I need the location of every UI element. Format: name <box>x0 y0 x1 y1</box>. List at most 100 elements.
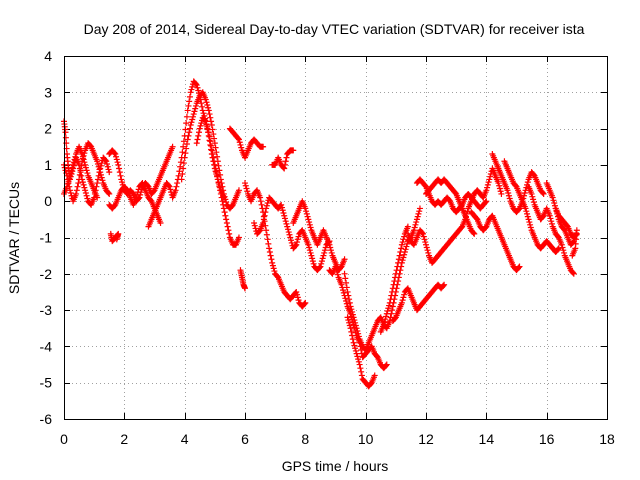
data-point-marker <box>66 175 73 182</box>
data-point-marker <box>181 154 188 161</box>
data-point-marker <box>94 194 101 201</box>
data-point-marker <box>353 325 360 332</box>
data-point-marker <box>62 167 69 174</box>
data-point-marker <box>530 199 537 206</box>
data-point-marker <box>342 295 349 302</box>
data-point-marker <box>398 259 405 266</box>
data-point-marker <box>553 208 560 215</box>
data-point-marker <box>288 239 295 246</box>
data-point-marker <box>523 208 530 215</box>
data-point-marker <box>309 258 316 265</box>
data-point-marker <box>284 226 291 233</box>
data-point-marker <box>527 224 534 231</box>
data-point-marker <box>157 219 164 226</box>
data-point-marker <box>112 151 119 158</box>
data-point-marker <box>343 284 350 291</box>
data-point-marker <box>282 218 289 225</box>
data-point-marker <box>114 159 121 166</box>
data-point-marker <box>76 171 83 178</box>
data-point-marker <box>113 153 120 160</box>
data-point-marker <box>205 104 212 111</box>
data-point-marker <box>220 205 227 212</box>
data-point-marker <box>483 187 490 194</box>
data-point-marker <box>295 233 302 240</box>
data-point-marker <box>525 216 532 223</box>
data-point-marker <box>392 288 399 295</box>
data-point-marker <box>395 274 402 281</box>
data-point-marker <box>551 200 558 207</box>
data-point-marker <box>401 233 408 240</box>
data-point-marker <box>321 249 328 256</box>
x-tick-label: 8 <box>301 431 309 447</box>
data-point-marker <box>62 129 69 136</box>
data-point-marker <box>306 219 313 226</box>
data-point-marker <box>382 316 389 323</box>
y-tick-label: 4 <box>44 48 52 64</box>
data-point-marker <box>422 239 429 246</box>
data-point-marker <box>522 205 529 212</box>
data-point-marker <box>346 296 353 303</box>
series-arc-24 <box>468 209 523 274</box>
data-point-marker <box>282 158 289 165</box>
data-point-marker <box>266 249 273 256</box>
data-point-marker <box>257 198 264 205</box>
data-point-marker <box>352 322 359 329</box>
data-point-marker <box>199 103 206 110</box>
data-point-marker <box>192 81 199 88</box>
data-point-marker <box>352 347 359 354</box>
data-point-marker <box>83 192 90 199</box>
data-point-marker <box>346 322 353 329</box>
data-point-marker <box>192 105 199 112</box>
data-point-marker <box>104 163 111 170</box>
data-point-marker <box>420 233 427 240</box>
x-tick-label: 2 <box>120 431 128 447</box>
data-point-marker <box>404 223 411 230</box>
data-point-marker <box>483 198 490 205</box>
series-arc-13 <box>251 194 333 274</box>
data-point-marker <box>402 246 409 253</box>
data-point-marker <box>189 116 196 123</box>
data-point-marker <box>326 241 333 248</box>
data-point-marker <box>269 262 276 269</box>
data-point-marker <box>75 180 82 187</box>
data-point-marker <box>94 160 101 167</box>
data-point-marker <box>265 240 272 247</box>
data-point-marker <box>210 154 217 161</box>
x-tick-labels: 0 2 4 6 8 10 12 14 16 18 <box>60 431 615 447</box>
data-point-marker <box>172 187 179 194</box>
data-point-marker <box>98 174 105 181</box>
data-point-marker <box>179 170 186 177</box>
data-point-marker <box>260 219 267 226</box>
data-point-marker <box>285 229 292 236</box>
data-point-marker <box>470 229 477 236</box>
data-point-marker <box>204 102 211 109</box>
data-point-marker <box>83 167 90 174</box>
data-point-marker <box>178 176 185 183</box>
x-tick-label: 6 <box>241 431 249 447</box>
data-point-marker <box>179 149 186 156</box>
data-point-marker <box>196 125 203 132</box>
series-arc-19 <box>377 205 423 335</box>
data-point-marker <box>79 153 86 160</box>
data-point-marker <box>355 333 362 340</box>
data-point-marker <box>400 236 407 243</box>
data-point-marker <box>242 285 248 292</box>
y-tick-label: 3 <box>44 84 52 100</box>
data-point-marker <box>235 187 242 194</box>
data-point-marker <box>496 182 503 189</box>
data-point-marker <box>208 142 215 149</box>
data-point-marker <box>195 129 202 136</box>
data-point-marker <box>334 268 341 275</box>
data-point-marker <box>464 208 471 215</box>
data-point-marker <box>346 299 353 306</box>
data-point-marker <box>169 143 176 150</box>
data-point-marker <box>399 257 406 264</box>
data-point-marker <box>225 227 232 234</box>
data-point-marker <box>552 205 559 212</box>
data-point-marker <box>302 299 309 306</box>
data-point-marker <box>264 200 271 207</box>
data-point-marker <box>207 114 214 121</box>
data-point-marker <box>388 310 395 317</box>
data-point-marker <box>354 353 361 360</box>
data-point-marker <box>497 188 504 195</box>
